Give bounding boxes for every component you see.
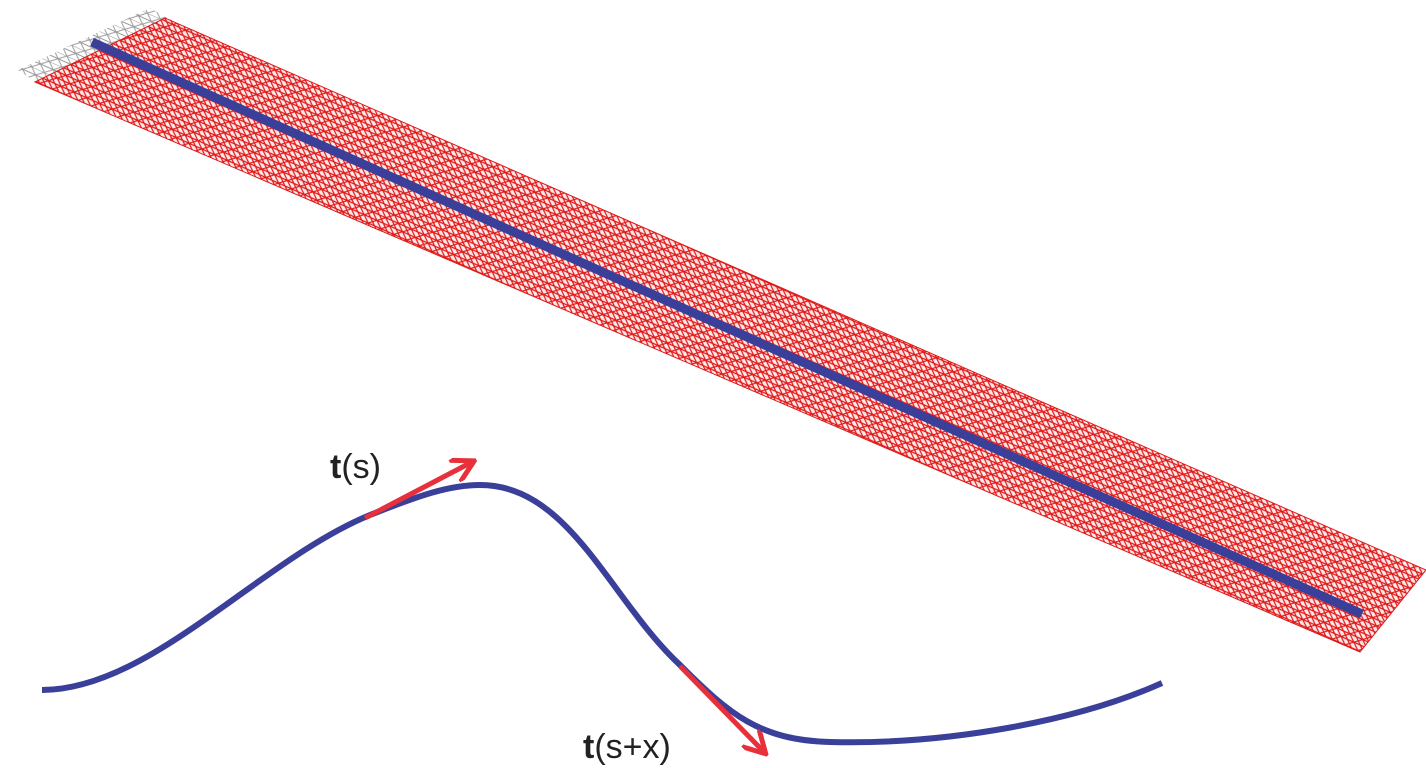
tangent-label: t(s) [330,448,381,486]
curve [42,485,1162,742]
argument: (s) [341,448,381,486]
tangent-arrow [680,666,764,752]
centerline [92,42,1362,614]
symbol: t [330,448,341,486]
tangent-label: t(s+x) [583,728,671,766]
page: t(s) t(s+x) (() => { const data = JSON.p… [0,0,1426,768]
symbol: t [583,728,594,766]
argument: (s+x) [594,728,671,766]
diagram: t(s) t(s+x) [0,0,1426,768]
